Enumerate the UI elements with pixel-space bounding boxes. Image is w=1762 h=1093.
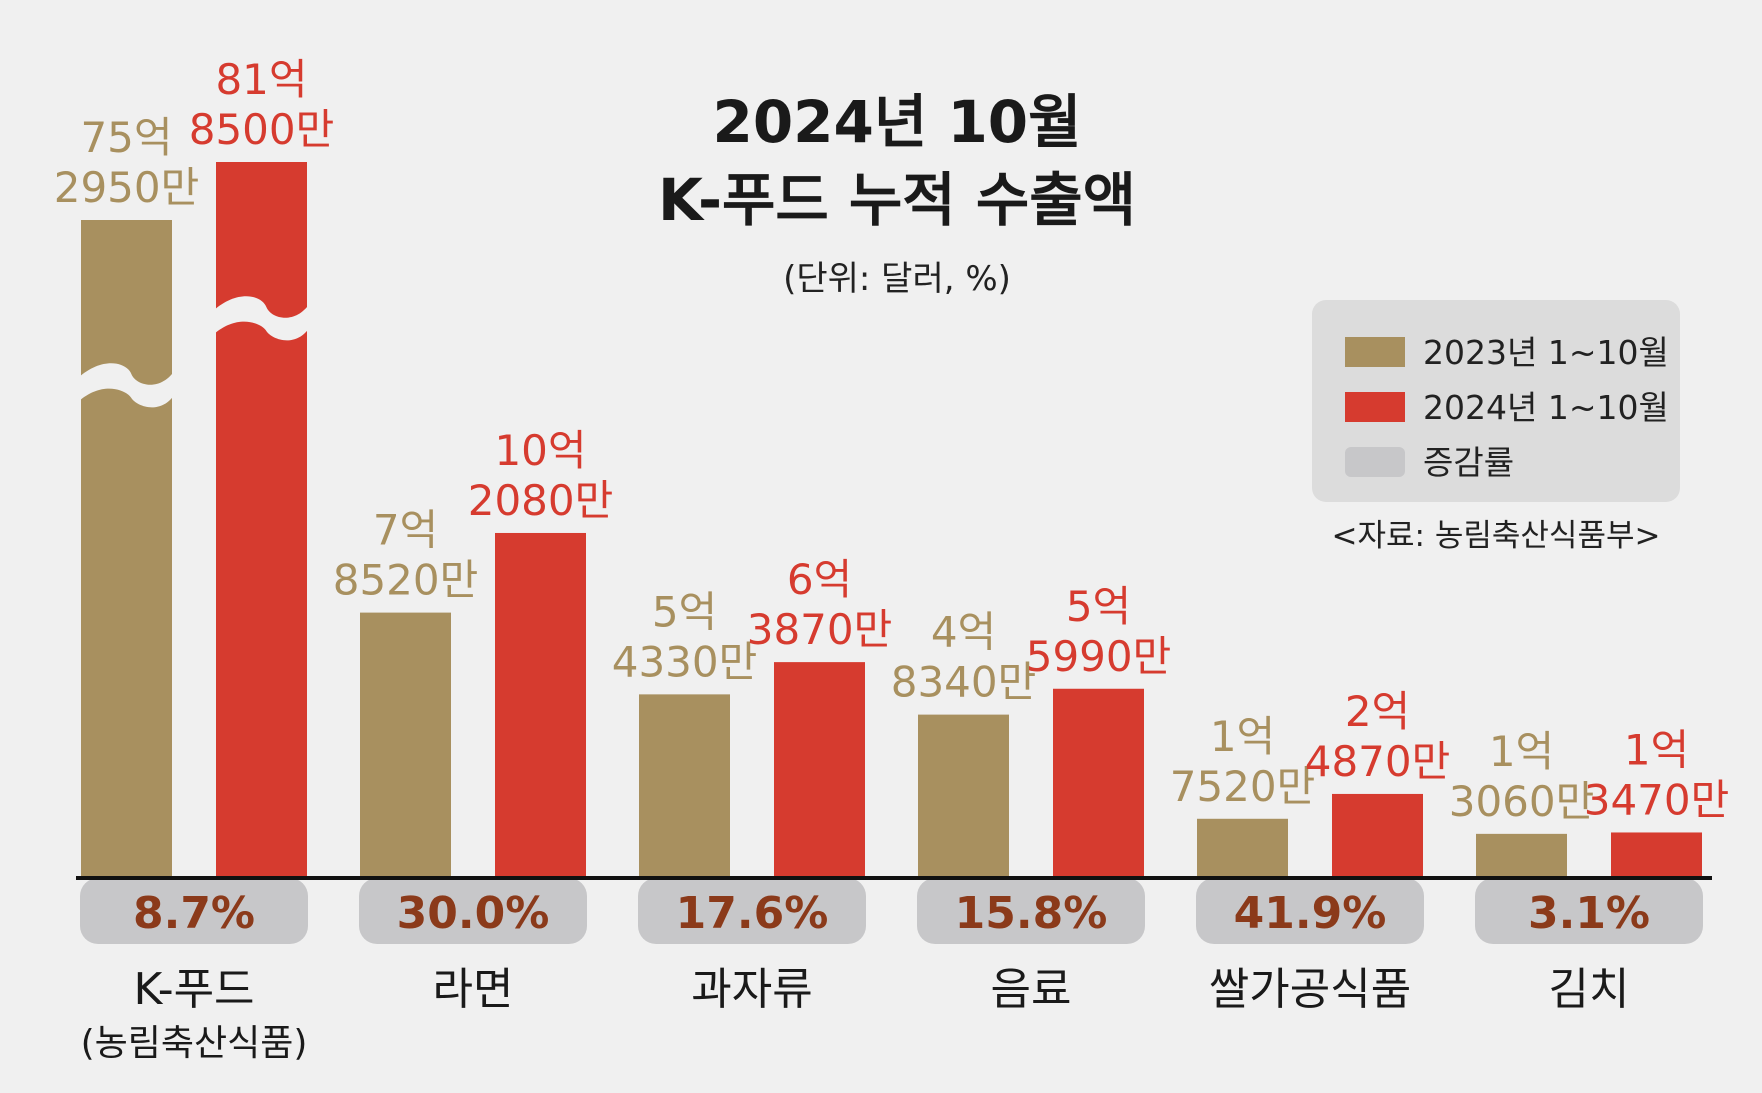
category-label-1: 라면 <box>433 964 514 1015</box>
bar-2023-3 <box>918 714 1009 878</box>
category-label-4: 쌀가공식품 <box>1209 964 1411 1015</box>
growth-pill-2 <box>638 878 866 944</box>
value-label-2024-2-a: 6억 <box>787 555 852 604</box>
bar-2024-5 <box>1611 832 1702 878</box>
value-label-2023-0-b: 2950만 <box>54 163 200 212</box>
value-label-2024-5-b: 3470만 <box>1584 775 1730 824</box>
value-label-2024-2-b: 3870만 <box>747 605 893 654</box>
growth-rate-4: 41.9% <box>1234 888 1387 939</box>
growth-pill-4 <box>1196 878 1424 944</box>
category-label-5: 김치 <box>1549 964 1630 1015</box>
bars-layer <box>78 162 1702 878</box>
category-sublabel-0: (농림축산식품) <box>81 1023 308 1064</box>
value-label-2023-3-a: 4억 <box>931 608 996 657</box>
bar-2023-2 <box>639 694 730 878</box>
bar-2023-1 <box>360 612 451 878</box>
growth-rate-1: 30.0% <box>397 888 550 939</box>
legend: 2023년 1~10월 2024년 1~10월 증감률 <box>1312 300 1680 502</box>
bar-2023-5 <box>1476 833 1567 878</box>
legend-swatch-2024 <box>1345 392 1405 422</box>
bar-2024-2 <box>774 662 865 878</box>
value-label-2023-5-a: 1억 <box>1489 727 1554 776</box>
legend-label-growth: 증감률 <box>1423 443 1514 482</box>
source-note: <자료: 농림축산식품부> <box>1332 518 1661 554</box>
value-label-2024-1-b: 2080만 <box>468 476 614 525</box>
value-label-2023-4-b: 7520만 <box>1170 762 1316 811</box>
value-label-2024-3-a: 5억 <box>1066 582 1131 631</box>
bar-2024-3 <box>1053 688 1144 878</box>
axis-break-0 <box>78 363 175 408</box>
growth-rate-3: 15.8% <box>955 888 1108 939</box>
value-label-2024-5-a: 1억 <box>1624 725 1689 774</box>
value-label-2023-5-b: 3060만 <box>1449 777 1595 826</box>
chart-unit: (단위: 달러, %) <box>783 259 1011 299</box>
category-label-0: K-푸드 <box>133 964 254 1015</box>
legend-label-2024: 2024년 1~10월 <box>1423 388 1669 427</box>
growth-rate-5: 3.1% <box>1528 888 1650 939</box>
value-label-2024-1-a: 10억 <box>494 426 586 475</box>
legend-swatch-2023 <box>1345 337 1405 367</box>
value-label-2023-1-b: 8520만 <box>333 556 479 605</box>
growth-pill-5 <box>1475 878 1703 944</box>
value-label-2023-2-b: 4330만 <box>612 637 758 686</box>
value-label-2023-1-a: 7억 <box>373 506 438 555</box>
axis-break-1 <box>213 296 310 341</box>
value-label-2023-2-a: 5억 <box>652 587 717 636</box>
value-label-2024-4-b: 4870만 <box>1305 737 1451 786</box>
value-label-2023-4-a: 1억 <box>1210 712 1275 761</box>
value-label-2024-0-b: 8500만 <box>189 105 335 154</box>
bar-2023-4 <box>1197 818 1288 878</box>
value-label-2023-3-b: 8340만 <box>891 658 1037 707</box>
growth-pill-1 <box>359 878 587 944</box>
bar-2024-0 <box>216 162 307 878</box>
growth-pill-0 <box>80 878 308 944</box>
legend-swatch-growth <box>1345 447 1405 477</box>
value-label-2024-0-a: 81억 <box>215 55 307 104</box>
growth-rate-2: 17.6% <box>676 888 829 939</box>
bar-2024-1 <box>495 532 586 878</box>
growth-pill-3 <box>917 878 1145 944</box>
bar-2023-0 <box>81 220 172 878</box>
chart-title-line1: 2024년 10월 <box>712 88 1081 156</box>
value-label-2023-0-a: 75억 <box>80 113 172 162</box>
category-label-2: 과자류 <box>691 964 812 1015</box>
bar-2024-4 <box>1332 793 1423 878</box>
value-label-2024-3-b: 5990만 <box>1026 632 1172 681</box>
growth-rate-0: 8.7% <box>133 888 255 939</box>
value-label-2024-4-a: 2억 <box>1345 687 1410 736</box>
chart-title-line2: K-푸드 누적 수출액 <box>658 166 1136 234</box>
growth-rate-layer: 8.7% 30.0% 17.6% 15.8% 41.9% 3.1% <box>80 878 1703 944</box>
legend-label-2023: 2023년 1~10월 <box>1423 333 1669 372</box>
category-label-3: 음료 <box>991 964 1072 1015</box>
